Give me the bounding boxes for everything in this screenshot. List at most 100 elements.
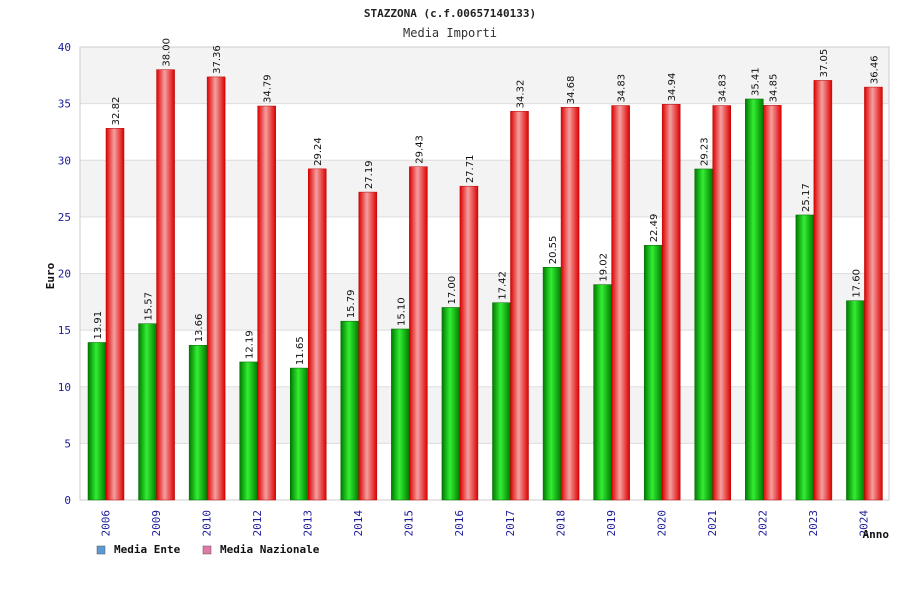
plot-frame: [79, 46, 890, 501]
y-tick-label: 35: [58, 98, 71, 111]
legend-label: Media Nazionale: [220, 543, 320, 556]
bar-media-nazionale: [459, 185, 479, 501]
bar-media-nazionale: [864, 86, 883, 501]
bar-media-nazionale: [712, 105, 731, 501]
x-tick-label: 2020: [655, 510, 668, 537]
bar-media-nazionale: [510, 111, 529, 501]
bar-media-ente: [239, 361, 258, 501]
bar-media-ente: [290, 367, 309, 501]
y-tick-label: 25: [58, 211, 71, 224]
bar-media-ente: [340, 320, 360, 501]
data-label: 19.02: [599, 253, 610, 282]
data-label: 36.46: [869, 55, 880, 84]
bar-media-ente: [492, 302, 511, 501]
bar-media-nazionale: [611, 105, 630, 501]
chart-subtitle: Media Importi: [403, 26, 497, 40]
bar-media-ente: [795, 214, 815, 501]
bar-media-ente: [188, 345, 208, 501]
x-tick-label: 2014: [352, 510, 365, 537]
data-label: 13.91: [93, 311, 104, 340]
data-label: 37.36: [212, 45, 223, 74]
y-axis-label: Euro: [44, 262, 57, 289]
x-axis-label: Anno: [863, 528, 890, 541]
x-tick-label: 2016: [453, 510, 466, 537]
data-label: 27.19: [364, 160, 375, 189]
x-tick-label: 2018: [554, 510, 567, 537]
y-tick-label: 10: [58, 381, 71, 394]
legend: Media Ente Media Nazionale: [96, 543, 320, 556]
x-tick-label: 2021: [706, 510, 719, 537]
legend-swatch: [96, 545, 106, 555]
data-label: 27.71: [465, 155, 476, 184]
x-tick-label: 2012: [251, 510, 264, 537]
bar-media-ente: [745, 98, 764, 501]
data-label: 17.60: [851, 269, 862, 298]
y-tick-label: 20: [58, 268, 71, 281]
bar-media-ente: [87, 342, 107, 501]
legend-swatch: [202, 545, 212, 555]
data-label: 38.00: [162, 38, 173, 67]
bar-media-ente: [593, 284, 612, 501]
data-label: 15.79: [346, 290, 357, 319]
bar-media-nazionale: [409, 166, 428, 501]
plot-area: 0 5 10 15 20 25 30 35 40 13.91 32.82 2006 15.57 38.00…: [58, 38, 890, 537]
x-tick-label: 2017: [504, 510, 517, 537]
data-label: 12.19: [245, 330, 256, 359]
data-label: 29.24: [313, 137, 324, 166]
bar-media-ente: [542, 267, 562, 501]
bar-media-nazionale: [560, 106, 580, 501]
data-label: 32.82: [111, 97, 122, 126]
bar-media-nazionale: [156, 69, 175, 501]
bar-media-ente: [846, 300, 865, 501]
bar-media-nazionale: [813, 80, 833, 501]
x-tick-label: 2006: [99, 510, 112, 537]
data-label: 22.49: [649, 214, 660, 243]
bar-media-nazionale: [105, 128, 125, 501]
bar-media-nazionale: [257, 105, 276, 501]
data-label: 11.65: [295, 336, 306, 365]
data-label: 34.83: [617, 74, 628, 103]
y-tick-label: 30: [58, 154, 71, 167]
x-tick-label: 2009: [150, 510, 163, 537]
y-tick-label: 0: [64, 494, 71, 507]
bar-media-ente: [694, 168, 713, 501]
bar-media-nazionale: [308, 168, 327, 501]
y-tick-label: 40: [58, 41, 71, 54]
x-tick-label: 2023: [807, 510, 820, 537]
bar-media-nazionale: [763, 105, 782, 501]
bar-media-nazionale: [661, 104, 681, 501]
data-label: 20.55: [548, 236, 559, 265]
data-label: 29.43: [414, 135, 425, 164]
data-label: 34.32: [516, 80, 527, 109]
data-label: 13.66: [194, 314, 205, 343]
x-tick-label: 2022: [757, 510, 770, 537]
data-label: 34.85: [768, 74, 779, 103]
data-label: 17.00: [447, 276, 458, 305]
y-tick-label: 5: [64, 437, 71, 450]
bar-media-nazionale: [358, 191, 378, 501]
x-tick-label: 2015: [403, 510, 416, 537]
legend-label: Media Ente: [114, 543, 181, 556]
bar-media-ente: [643, 245, 663, 501]
data-label: 34.83: [718, 74, 729, 103]
bar-media-ente: [441, 307, 461, 501]
x-tick-label: 2013: [302, 510, 315, 537]
data-label: 25.17: [801, 183, 812, 212]
y-tick-label: 15: [58, 324, 71, 337]
data-label: 34.68: [566, 76, 577, 105]
x-tick-label: 2010: [200, 510, 213, 537]
data-label: 15.57: [144, 292, 155, 321]
data-label: 29.23: [700, 137, 711, 166]
x-tick-label: 2019: [605, 510, 618, 537]
x-tick-label: 2024: [858, 510, 871, 537]
bar-media-nazionale: [206, 76, 226, 501]
data-label: 37.05: [819, 49, 830, 78]
bar-media-ente: [391, 328, 410, 501]
data-label: 15.10: [396, 297, 407, 326]
data-label: 17.42: [498, 271, 509, 300]
data-label: 34.79: [263, 74, 274, 103]
bar-media-ente: [138, 323, 157, 501]
chart-title: STAZZONA (c.f.00657140133): [364, 7, 536, 20]
